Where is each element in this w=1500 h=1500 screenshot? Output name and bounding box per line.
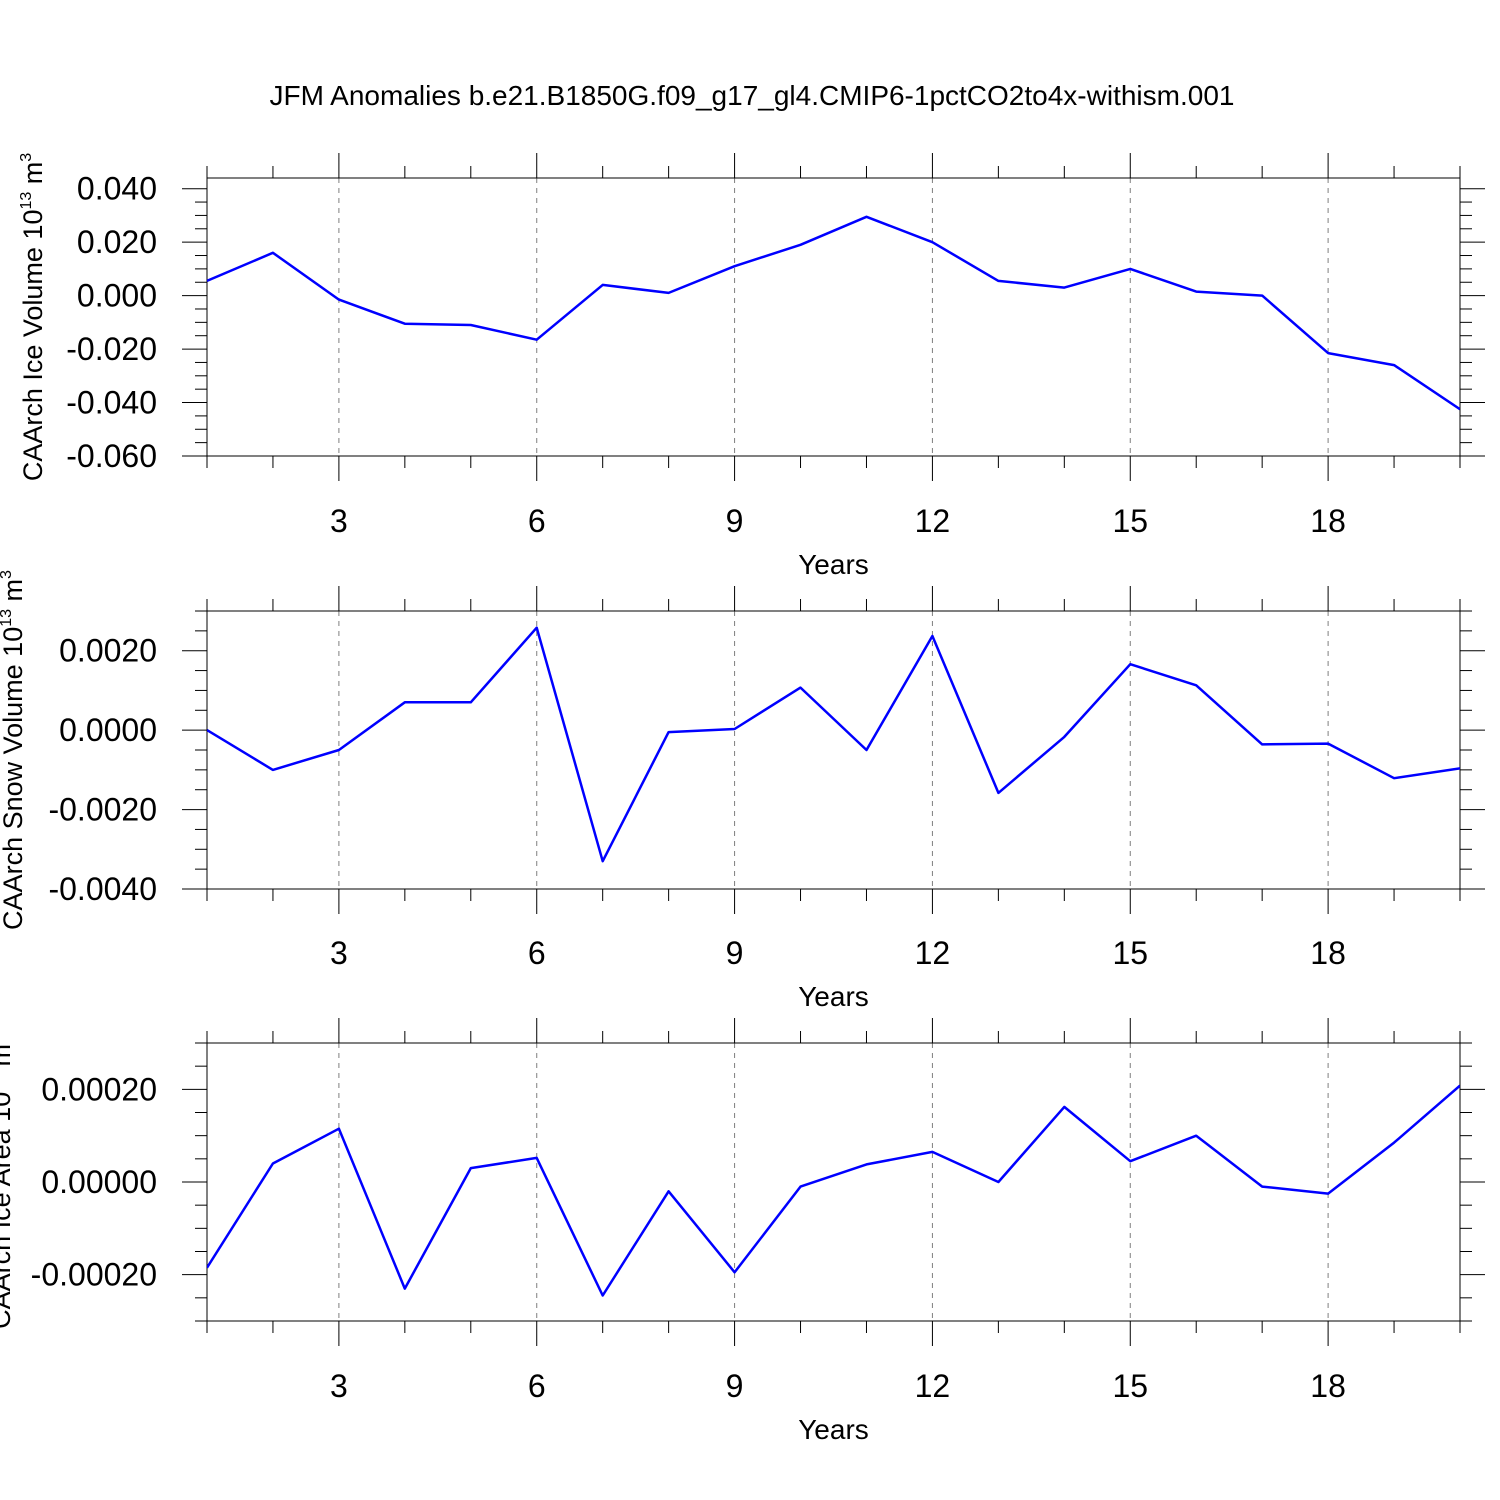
y-tick-label: -0.0020 xyxy=(48,792,157,828)
x-axis-label: Years xyxy=(798,549,869,580)
y-tick-label: 0.000 xyxy=(77,278,157,314)
panel-ice-area: 0.00020 0.00000 -0.00020 3 6 9 12 15 18 Years CAAr… xyxy=(0,1018,1485,1445)
x-tick-label: 3 xyxy=(330,1368,348,1404)
y-axis-label: CAArch Snow Volume 1013 m3 xyxy=(0,570,28,930)
x-tick-label: 15 xyxy=(1112,1368,1148,1404)
x-tick-label: 6 xyxy=(528,1368,546,1404)
x-axis-label: Years xyxy=(798,1414,869,1445)
x-tick-label: 15 xyxy=(1112,503,1148,539)
x-tick-label: 3 xyxy=(330,503,348,539)
panel-ice-volume: 0.040 0.020 0.000 -0.020 -0.040 -0.060 3 6 9 12 15… xyxy=(18,153,1485,580)
x-tick-label: 18 xyxy=(1310,935,1346,971)
y-tick-label: 0.00000 xyxy=(41,1164,157,1200)
y-tick-label: 0.00020 xyxy=(41,1071,157,1107)
series-line-ice-volume xyxy=(207,215,1460,411)
y-axis-label: CAArch Ice Area 1013 m2 xyxy=(0,1035,16,1329)
x-tick-label: 9 xyxy=(726,1368,744,1404)
x-tick-label: 12 xyxy=(915,935,951,971)
x-axis-label: Years xyxy=(798,981,869,1012)
x-tick-label: 12 xyxy=(915,1368,951,1404)
series-line-snow-volume xyxy=(207,626,1460,863)
y-tick-label: -0.020 xyxy=(66,331,157,367)
x-tick-label: 12 xyxy=(915,503,951,539)
x-tick-label: 6 xyxy=(528,503,546,539)
plot-frame xyxy=(206,610,1461,890)
y-tick-label: -0.00020 xyxy=(31,1257,157,1293)
x-tick-label: 15 xyxy=(1112,935,1148,971)
y-tick-label: -0.040 xyxy=(66,385,157,421)
panel-snow-volume: 0.0020 0.0000 -0.0020 -0.0040 3 6 9 12 15 18 Years… xyxy=(0,570,1485,1012)
plot-frame xyxy=(206,1042,1461,1322)
y-tick-label: 0.020 xyxy=(77,224,157,260)
y-tick-label: -0.0040 xyxy=(48,871,157,907)
series-line-ice-area xyxy=(207,1084,1460,1297)
x-tick-label: 9 xyxy=(726,503,744,539)
y-tick-label: -0.060 xyxy=(66,438,157,474)
x-tick-label: 3 xyxy=(330,935,348,971)
x-tick-label: 6 xyxy=(528,935,546,971)
x-tick-label: 9 xyxy=(726,935,744,971)
y-tick-label: 0.0000 xyxy=(59,712,157,748)
x-tick-label: 18 xyxy=(1310,503,1346,539)
x-tick-label: 18 xyxy=(1310,1368,1346,1404)
chart-title: JFM Anomalies b.e21.B1850G.f09_g17_gl4.C… xyxy=(270,80,1235,111)
y-axis-label: CAArch Ice Volume 1013 m3 xyxy=(18,153,48,481)
y-tick-label: 0.0020 xyxy=(59,633,157,669)
plot-frame xyxy=(206,177,1461,457)
y-tick-label: 0.040 xyxy=(77,171,157,207)
